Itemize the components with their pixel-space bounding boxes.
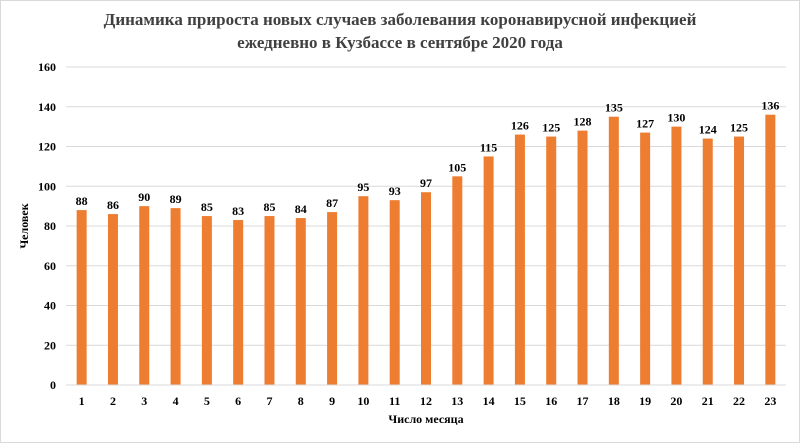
x-tick-label: 20: [670, 394, 682, 408]
data-label: 88: [76, 194, 88, 208]
y-tick-label: 80: [44, 219, 56, 233]
data-label: 128: [574, 115, 592, 129]
data-label: 130: [667, 111, 685, 125]
y-axis-ticks: 0 20 40 60 80 100 120 140 160: [38, 60, 56, 392]
x-tick-label: 12: [420, 394, 432, 408]
bar: [76, 210, 87, 385]
data-label: 125: [730, 121, 748, 135]
bar: [233, 220, 244, 385]
x-tick-label: 21: [702, 394, 714, 408]
x-tick-label: 13: [451, 394, 463, 408]
bar: [358, 196, 369, 385]
x-tick-label: 10: [357, 394, 369, 408]
bar: [734, 136, 745, 385]
x-tick-label: 7: [266, 394, 272, 408]
y-tick-label: 140: [38, 100, 56, 114]
bar: [107, 214, 118, 385]
data-label: 136: [761, 99, 779, 113]
data-label: 90: [138, 190, 150, 204]
x-tick-label: 19: [639, 394, 651, 408]
y-tick-label: 0: [50, 378, 56, 392]
data-label: 87: [326, 196, 338, 210]
y-axis-title: Человек: [17, 203, 31, 248]
data-label: 86: [107, 198, 119, 212]
data-label: 84: [295, 202, 307, 216]
y-tick-label: 120: [38, 140, 56, 154]
x-tick-label: 16: [545, 394, 557, 408]
x-axis-title: Число месяца: [388, 412, 463, 426]
x-tick-label: 18: [608, 394, 620, 408]
data-label: 85: [201, 200, 213, 214]
bar: [295, 218, 306, 385]
bar: [514, 134, 525, 385]
y-tick-label: 100: [38, 179, 56, 193]
data-label: 115: [480, 140, 497, 154]
y-tick-label: 160: [38, 60, 56, 74]
x-tick-label: 11: [389, 394, 400, 408]
bar: [577, 130, 588, 385]
data-labels: 88 86 90 89 85 83 85 84 87 95 93 97 105 115 126 125 128 1…: [76, 99, 780, 218]
bar: [452, 176, 463, 385]
bar: [546, 136, 557, 385]
data-label: 89: [170, 192, 182, 206]
bar: [139, 206, 150, 385]
data-label: 105: [448, 160, 466, 174]
data-label: 97: [420, 176, 432, 190]
x-tick-label: 6: [235, 394, 241, 408]
chart-title-line-2: ежедневно в Кузбассе в сентябре 2020 год…: [237, 33, 563, 52]
data-label: 126: [511, 119, 529, 133]
bar: [483, 156, 494, 385]
data-label: 85: [263, 200, 275, 214]
y-tick-label: 20: [44, 338, 56, 352]
data-label: 93: [389, 184, 401, 198]
y-tick-label: 40: [44, 299, 56, 313]
x-tick-label: 14: [483, 394, 495, 408]
bar: [264, 216, 275, 385]
data-label: 83: [232, 204, 244, 218]
data-label: 95: [357, 180, 369, 194]
x-tick-label: 4: [173, 394, 179, 408]
x-tick-label: 15: [514, 394, 526, 408]
bar: [671, 126, 682, 385]
data-label: 125: [542, 121, 560, 135]
data-label: 124: [699, 123, 717, 137]
y-tick-label: 60: [44, 259, 56, 273]
bar: [170, 208, 181, 385]
bar: [327, 212, 338, 385]
bar: [389, 200, 400, 385]
data-label: 127: [636, 117, 654, 131]
x-tick-label: 22: [733, 394, 745, 408]
bar: [702, 138, 713, 385]
bar: [201, 216, 212, 385]
x-tick-label: 2: [110, 394, 116, 408]
bar: [421, 192, 431, 385]
data-label: 135: [605, 101, 623, 115]
x-tick-label: 23: [764, 394, 776, 408]
bar: [640, 132, 651, 385]
bar: [765, 114, 776, 385]
bars: [76, 114, 776, 385]
bar: [608, 116, 619, 385]
x-tick-label: 1: [79, 394, 85, 408]
x-tick-label: 9: [329, 394, 335, 408]
x-tick-label: 17: [577, 394, 589, 408]
x-axis-ticks: 1 2 3 4 5 6 7 8 9 10 11 12 13 14 15 16 17 18 19 20 21 22 23: [79, 394, 777, 408]
chart-title-line-1: Динамика прироста новых случаев заболева…: [103, 10, 697, 29]
x-tick-label: 8: [298, 394, 304, 408]
x-tick-label: 5: [204, 394, 210, 408]
x-tick-label: 3: [141, 394, 147, 408]
